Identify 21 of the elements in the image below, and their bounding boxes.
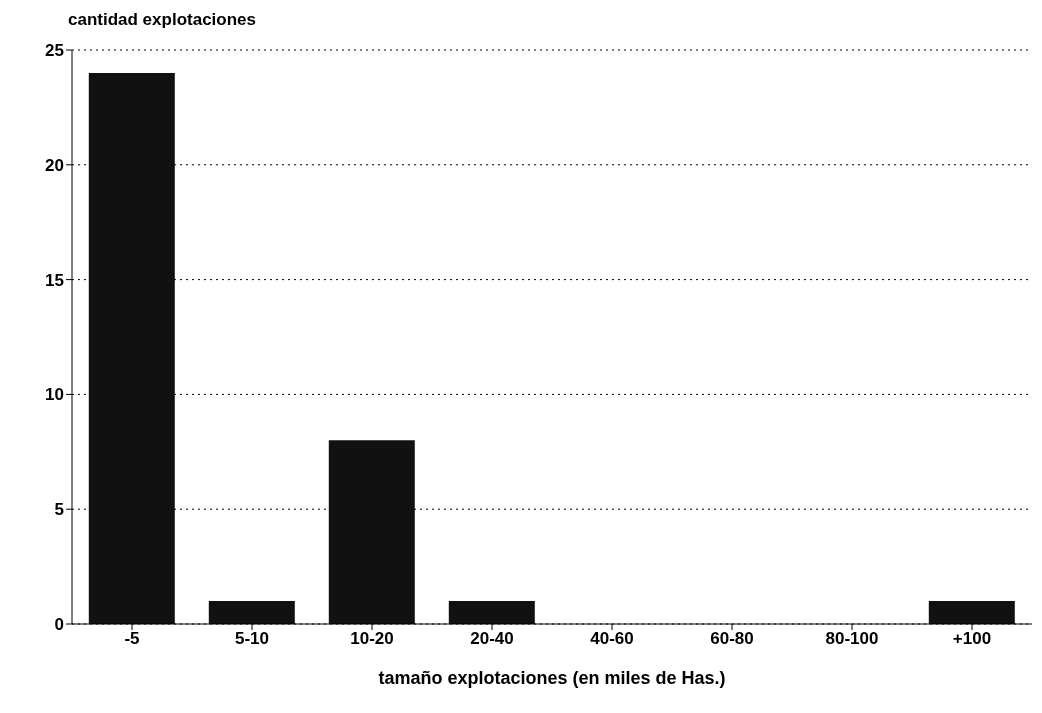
x-tick-label: 40-60 xyxy=(590,629,634,649)
x-tick-label: 60-80 xyxy=(710,629,754,649)
x-tick-label: 80-100 xyxy=(825,629,879,649)
bar xyxy=(928,601,1015,624)
bar xyxy=(88,72,175,624)
bar xyxy=(208,601,295,624)
y-tick-label: 15 xyxy=(45,270,64,290)
x-tick-label: 10-20 xyxy=(350,629,394,649)
y-tick-label: 20 xyxy=(45,155,64,175)
x-axis-title: tamaño explotaciones (en miles de Has.) xyxy=(378,668,726,688)
bar xyxy=(448,601,535,624)
x-tick-label: 20-40 xyxy=(470,629,514,649)
y-tick-label: 25 xyxy=(45,41,64,61)
x-tick-label: +100 xyxy=(952,629,992,649)
bar xyxy=(328,440,415,624)
x-tick-label: 5-10 xyxy=(234,629,270,649)
y-axis-title: cantidad explotaciones xyxy=(68,10,256,30)
y-tick-label: 0 xyxy=(54,615,64,635)
y-tick-label: 10 xyxy=(45,385,64,405)
x-tick-label: -5 xyxy=(124,629,140,649)
y-tick-label: 5 xyxy=(54,500,64,520)
